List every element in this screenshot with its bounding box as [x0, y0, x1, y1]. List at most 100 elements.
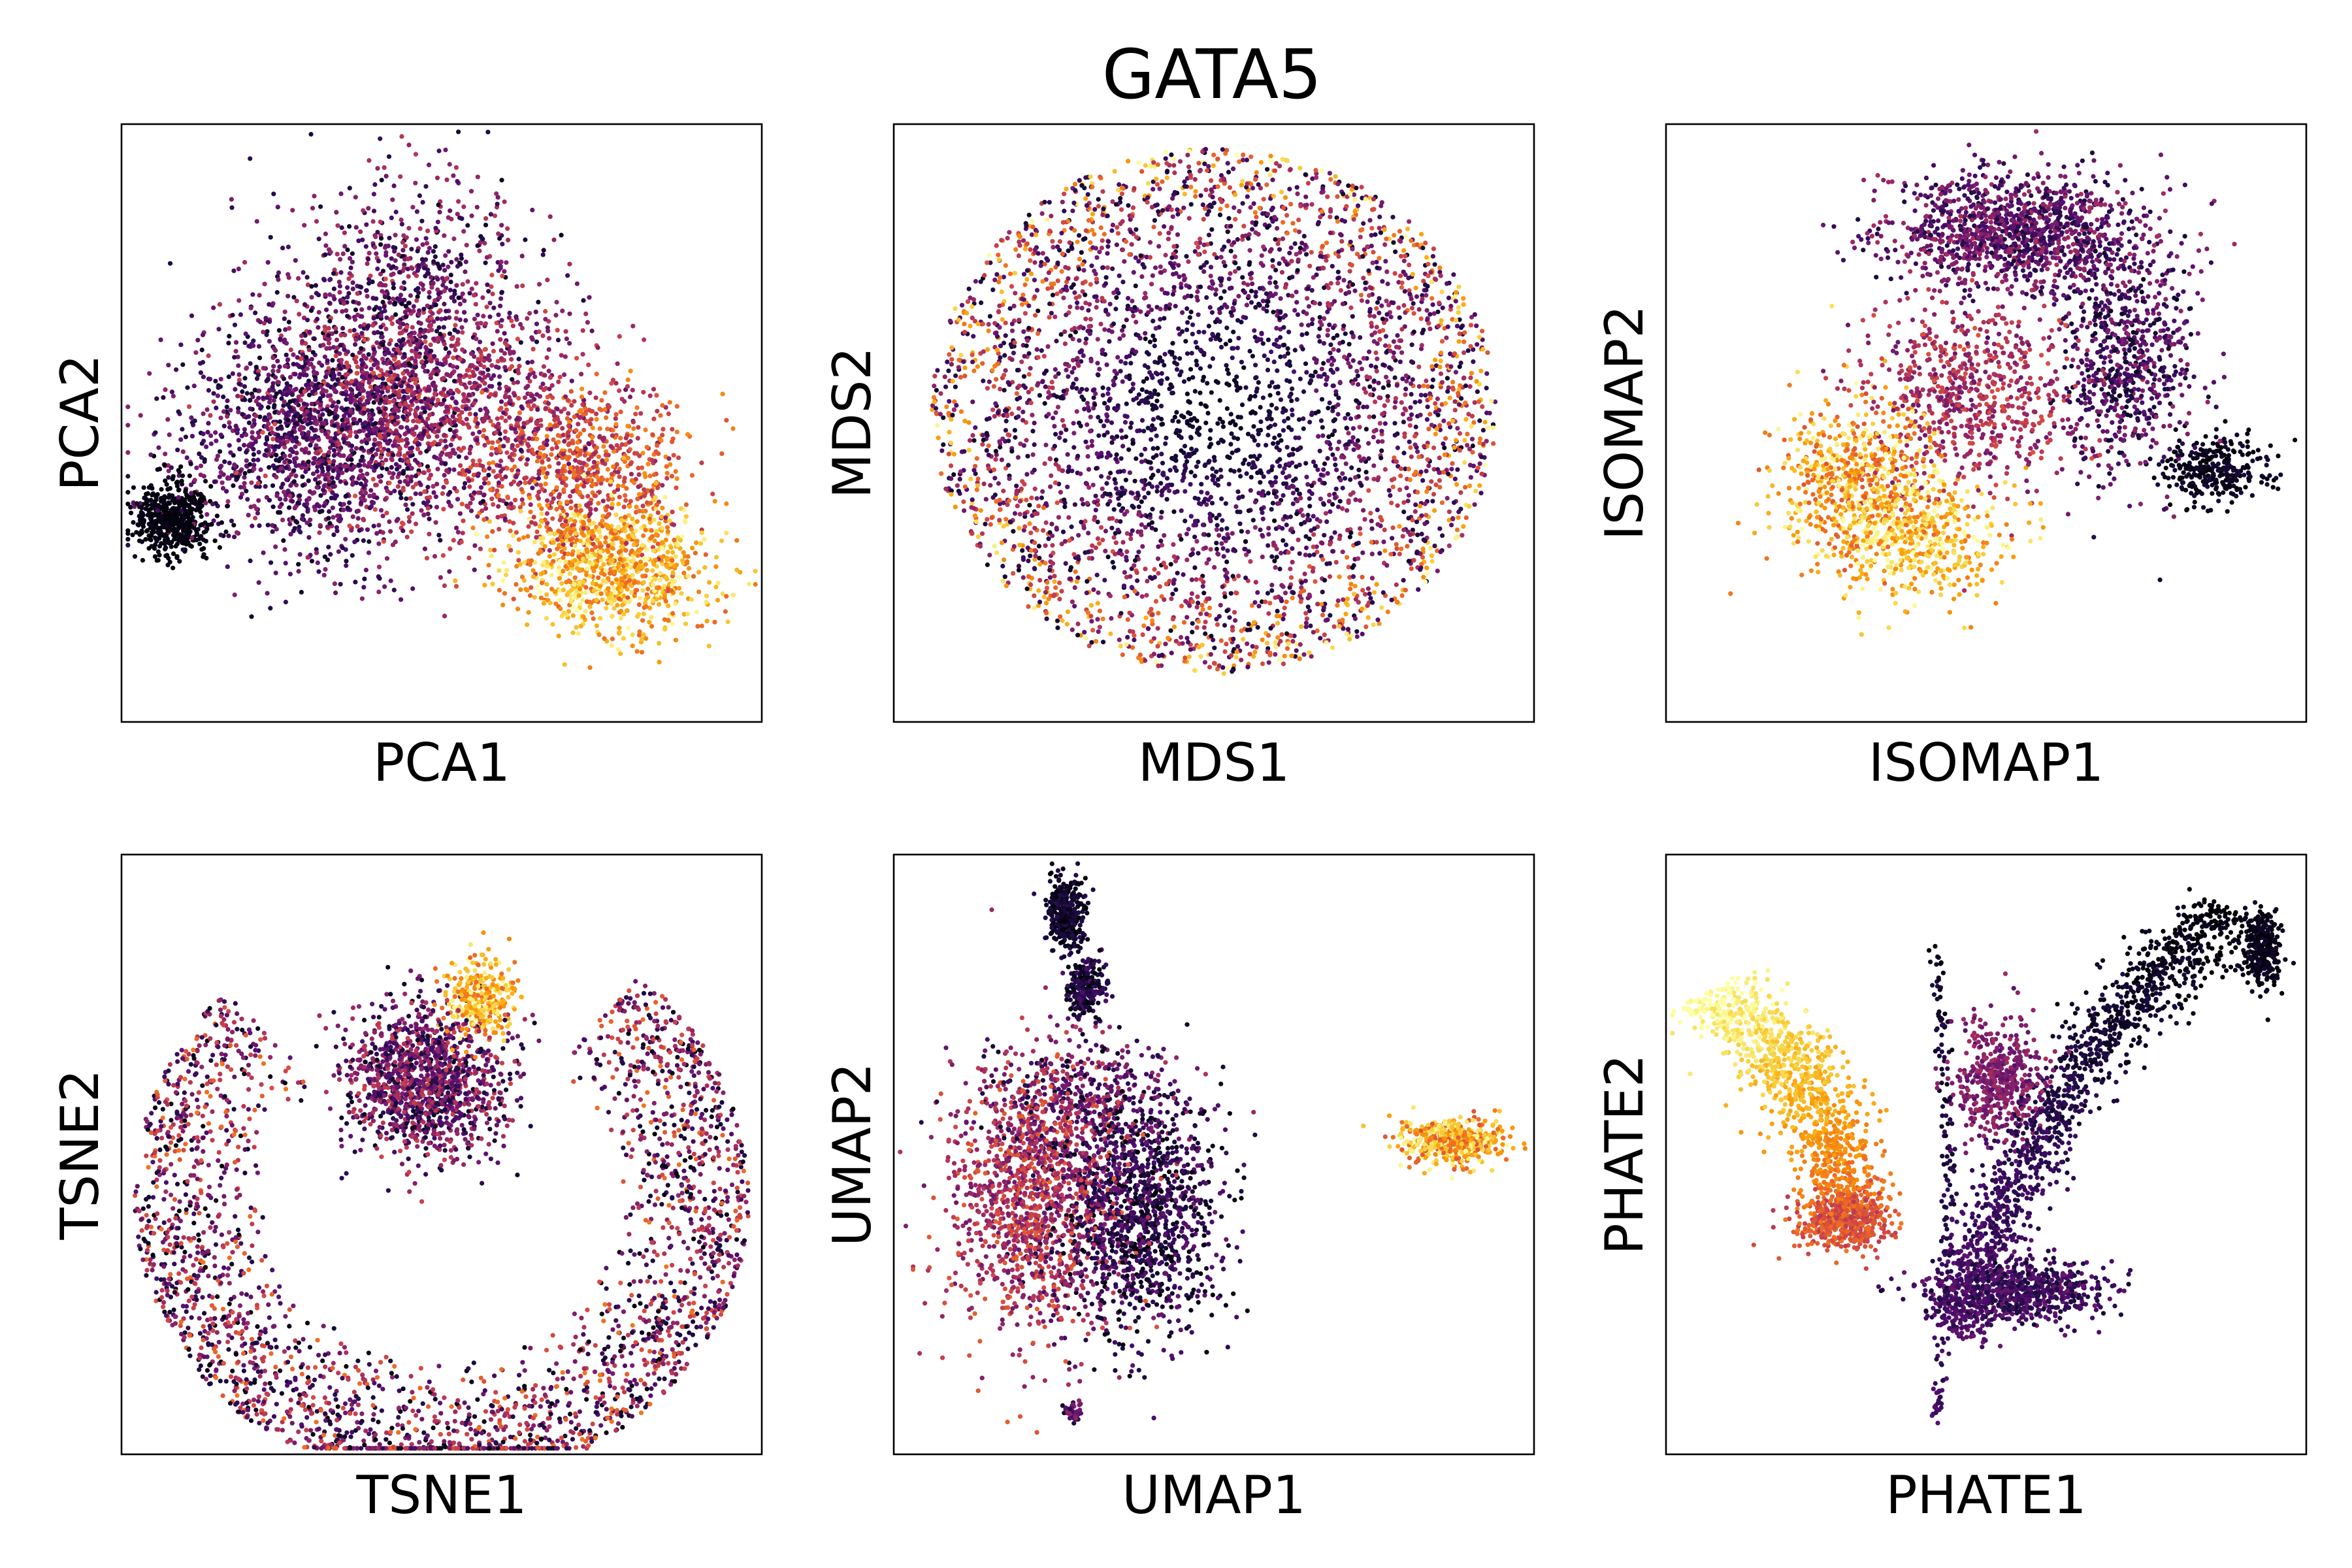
- scatter-point: [455, 310, 459, 314]
- scatter-point: [684, 502, 689, 507]
- scatter-point: [311, 461, 316, 466]
- scatter-point: [595, 417, 599, 421]
- scatter-point: [340, 225, 344, 230]
- scatter-point: [538, 524, 542, 529]
- scatter-point: [449, 217, 453, 221]
- scatter-point: [570, 438, 575, 443]
- scatter-point: [439, 438, 444, 443]
- scatter-point: [559, 233, 564, 237]
- scatter-point: [619, 410, 623, 414]
- scatter-point: [640, 451, 645, 455]
- scatter-point: [392, 249, 397, 253]
- scatter-point: [585, 599, 589, 604]
- scatter-point: [557, 569, 561, 574]
- scatter-point: [154, 397, 159, 401]
- scatter-point: [670, 510, 674, 514]
- scatter-point: [416, 291, 421, 295]
- scatter-point: [483, 347, 487, 351]
- scatter-point: [236, 363, 240, 368]
- scatter-point: [384, 406, 388, 411]
- scatter-point: [261, 366, 266, 370]
- scatter-point: [389, 216, 394, 220]
- scatter-point: [268, 606, 272, 610]
- scatter-point: [596, 478, 601, 483]
- scatter-point: [350, 391, 354, 396]
- scatter-point: [635, 614, 640, 619]
- scatter-point: [125, 529, 130, 533]
- scatter-point: [336, 549, 341, 554]
- scatter-point: [446, 249, 451, 253]
- scatter-point: [431, 249, 436, 253]
- scatter-point: [566, 411, 570, 416]
- scatter-point: [588, 422, 593, 427]
- scatter-point: [356, 463, 361, 467]
- scatter-point: [494, 425, 498, 429]
- scatter-point: [448, 546, 452, 551]
- scatter-point: [508, 548, 513, 553]
- scatter-point: [535, 529, 540, 534]
- scatter-point: [338, 480, 343, 484]
- scatter-point: [489, 452, 494, 457]
- scatter-point: [357, 528, 362, 532]
- scatter-point: [125, 502, 130, 506]
- scatter-point: [534, 321, 539, 326]
- scatter-point: [600, 597, 605, 602]
- scatter-point: [444, 276, 449, 281]
- scatter-point: [621, 636, 626, 641]
- scatter-point: [235, 531, 239, 535]
- scatter-point: [421, 283, 425, 287]
- scatter-point: [738, 570, 742, 574]
- scatter-point: [586, 363, 591, 367]
- scatter-point: [465, 243, 469, 248]
- scatter-point: [362, 463, 367, 467]
- scatter-point: [466, 425, 471, 430]
- scatter-point: [577, 470, 581, 475]
- scatter-point: [495, 202, 500, 206]
- scatter-point: [619, 540, 624, 545]
- scatter-point: [297, 395, 301, 399]
- scatter-point: [515, 284, 519, 289]
- scatter-point: [409, 529, 414, 534]
- scatter-point: [538, 536, 543, 541]
- scatter-point: [316, 569, 321, 574]
- scatter-point: [346, 276, 351, 281]
- scatter-point: [283, 497, 287, 502]
- scatter-point: [383, 435, 387, 440]
- scatter-point: [352, 540, 357, 544]
- scatter-point: [295, 299, 299, 303]
- scatter-point: [352, 465, 357, 469]
- scatter-point: [341, 508, 346, 512]
- scatter-point: [470, 214, 474, 218]
- scatter-point: [549, 573, 554, 578]
- scatter-point: [396, 484, 400, 489]
- scatter-point: [630, 632, 635, 637]
- scatter-point: [487, 519, 492, 524]
- scatter-point: [349, 400, 353, 404]
- scatter-point: [401, 337, 406, 342]
- scatter-point: [267, 465, 271, 470]
- scatter-point: [519, 404, 524, 409]
- scatter-point: [565, 533, 570, 538]
- scatter-point: [358, 397, 363, 402]
- scatter-point: [399, 597, 403, 602]
- scatter-point: [485, 255, 489, 259]
- scatter-point: [287, 319, 291, 324]
- scatter-point: [591, 425, 595, 430]
- scatter-point: [630, 644, 635, 648]
- scatter-point: [263, 474, 268, 478]
- scatter-point: [448, 331, 452, 336]
- scatter-point: [640, 637, 644, 642]
- scatter-point: [525, 384, 530, 388]
- scatter-point: [500, 602, 505, 607]
- scatter-point: [271, 364, 276, 368]
- scatter-point: [588, 604, 593, 609]
- scatter-point: [516, 482, 521, 487]
- scatter-point: [372, 493, 376, 497]
- scatter-point: [510, 377, 514, 382]
- scatter-point: [351, 514, 355, 519]
- scatter-point: [263, 316, 268, 320]
- scatter-point: [311, 365, 316, 370]
- scatter-point: [270, 368, 275, 373]
- scatter-point: [266, 405, 270, 410]
- scatter-point: [499, 348, 504, 353]
